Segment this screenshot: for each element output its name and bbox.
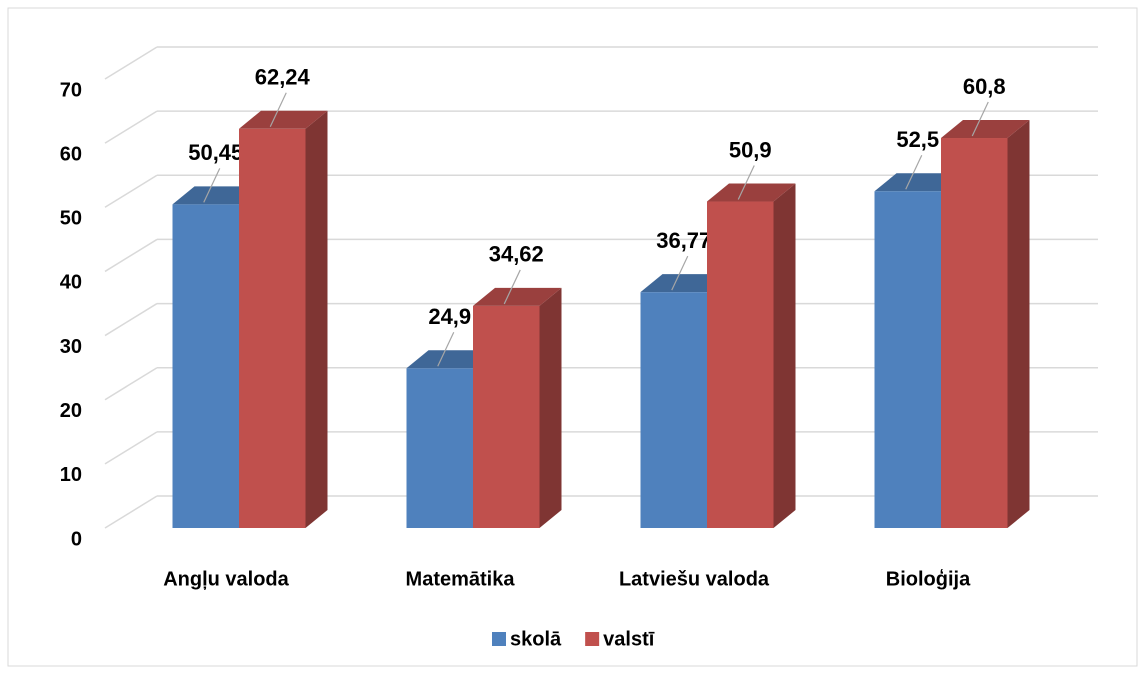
- data-label: 36,77: [656, 228, 711, 253]
- y-tick-label: 60: [60, 143, 82, 165]
- x-tick-label: Bioloģija: [886, 568, 971, 590]
- bar-top: [707, 183, 796, 202]
- data-label: 34,62: [489, 242, 544, 267]
- bar-side: [539, 287, 562, 528]
- x-tick-label: Latviešu valoda: [619, 568, 770, 590]
- leader-line: [971, 101, 989, 137]
- bar: [473, 305, 540, 528]
- y-tick-label: 40: [60, 272, 82, 294]
- y-tick-label: 10: [60, 464, 82, 486]
- leader-line: [503, 269, 521, 305]
- data-label: 50,45: [188, 140, 243, 165]
- grid-line: [104, 110, 158, 144]
- data-label: 52,5: [896, 127, 939, 152]
- y-tick-label: 70: [60, 79, 82, 101]
- data-label: 24,9: [428, 304, 471, 329]
- y-tick-label: 0: [71, 528, 82, 550]
- grid-line: [104, 174, 158, 208]
- x-tick-label: Angļu valoda: [163, 568, 289, 590]
- grid-line: [104, 431, 158, 465]
- bar: [172, 204, 239, 528]
- leader-line: [671, 255, 689, 291]
- bar: [406, 368, 473, 528]
- bar-side: [773, 183, 796, 528]
- legend-label: skolā: [510, 628, 562, 650]
- bar-top: [941, 120, 1030, 139]
- bar: [874, 191, 941, 528]
- bar-side: [1007, 120, 1030, 529]
- bar: [707, 201, 774, 528]
- leader-line: [437, 332, 455, 367]
- grid-line: [104, 367, 158, 401]
- legend-label: valstī: [603, 628, 655, 650]
- y-tick-label: 50: [60, 208, 82, 230]
- bar-top: [640, 274, 729, 293]
- bar-top: [473, 287, 562, 306]
- bar-top: [172, 186, 261, 205]
- data-label: 62,24: [255, 65, 311, 90]
- data-label: 50,9: [729, 137, 772, 162]
- legend-swatch: [492, 632, 506, 646]
- grid-line: [104, 495, 158, 529]
- bar-top: [874, 173, 963, 192]
- data-label: 60,8: [963, 74, 1006, 99]
- leader-line: [203, 168, 221, 203]
- grid-line: [104, 238, 158, 273]
- y-tick-label: 20: [60, 400, 82, 422]
- bar-top: [406, 350, 495, 369]
- grid-line: [104, 302, 158, 337]
- legend-swatch: [585, 632, 600, 646]
- x-tick-label: Matemātika: [406, 568, 516, 590]
- bar-side: [305, 110, 328, 529]
- leader-line: [905, 154, 923, 190]
- y-tick-label: 30: [60, 336, 82, 358]
- grid-line: [104, 46, 158, 80]
- bar: [640, 292, 707, 528]
- leader-line: [737, 165, 755, 200]
- bar: [239, 128, 306, 529]
- bar-top: [239, 110, 328, 129]
- leader-line: [269, 92, 287, 128]
- bar: [941, 138, 1008, 529]
